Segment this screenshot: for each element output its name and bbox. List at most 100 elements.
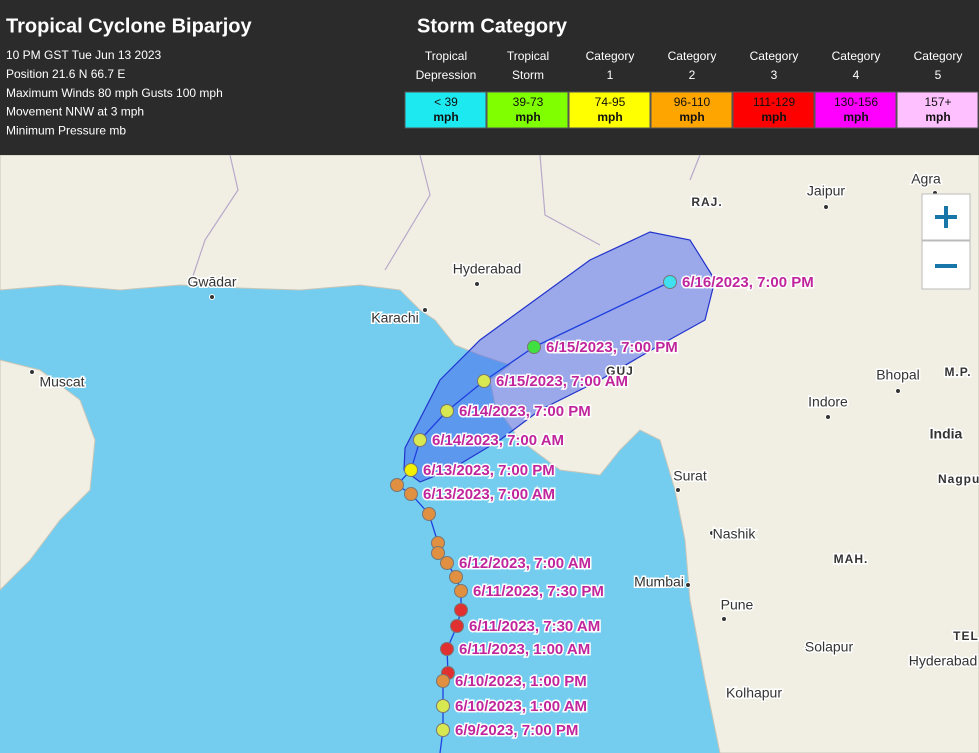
city-dot <box>29 369 35 375</box>
city-dot <box>825 414 831 420</box>
track-label: 6/15/2023, 7:00 AM <box>496 373 628 390</box>
track-label: 6/9/2023, 7:00 PM <box>455 722 578 739</box>
land <box>0 359 96 591</box>
category-name: Category <box>750 49 799 63</box>
track-point <box>422 507 436 521</box>
border <box>189 154 701 286</box>
zoom-out-button[interactable] <box>921 240 971 290</box>
track-point <box>454 603 468 617</box>
place-label: MAH. <box>834 552 869 566</box>
category-name: Tropical <box>425 49 467 63</box>
city-dot <box>422 307 428 313</box>
place-label: India <box>930 426 963 442</box>
place-label: Gwādar <box>187 274 236 290</box>
city-dot <box>685 582 691 588</box>
category-unit: mph <box>597 110 622 124</box>
place-label: Kolhapur <box>726 685 782 701</box>
place-label: Bhopal <box>876 367 920 383</box>
track-point <box>431 546 445 560</box>
track-label: 6/14/2023, 7:00 AM <box>432 432 564 449</box>
category-swatch <box>650 91 733 129</box>
category-range: 39-73 <box>513 95 544 109</box>
place-label: Solapur <box>805 639 854 655</box>
track-point <box>440 556 454 570</box>
category-unit: mph <box>433 110 458 124</box>
track-label: 6/13/2023, 7:00 AM <box>423 486 555 503</box>
track-point <box>404 487 418 501</box>
place-label: Karachi <box>371 310 418 326</box>
track-point <box>449 570 463 584</box>
place-label: Nashik <box>713 526 757 542</box>
track-label: 6/13/2023, 7:00 PM <box>423 462 555 479</box>
track-point <box>436 674 450 688</box>
city-dot <box>675 487 681 493</box>
category-name: Tropical <box>507 49 549 63</box>
city-dot <box>912 659 918 665</box>
category-name: Category <box>832 49 881 63</box>
place-label: Mumbai <box>634 574 684 590</box>
city-dot <box>804 645 810 651</box>
category-name: 4 <box>853 68 860 82</box>
track-label: 6/11/2023, 7:30 PM <box>473 583 604 600</box>
track-label: 6/14/2023, 7:00 PM <box>459 403 591 420</box>
place-label: Nagpur <box>938 472 979 486</box>
track-point <box>477 374 491 388</box>
category-unit: mph <box>679 110 704 124</box>
track-point <box>440 642 454 656</box>
category-range: 157+ <box>924 95 951 109</box>
category-unit: mph <box>843 110 868 124</box>
category-unit: mph <box>925 110 950 124</box>
city-dot <box>709 530 715 536</box>
place-label: Pune <box>721 597 754 613</box>
city-dot <box>727 691 733 697</box>
place-label: GUJ <box>606 364 634 378</box>
category-name: 2 <box>689 68 696 82</box>
category-name: Category <box>586 49 635 63</box>
category-range: 74-95 <box>595 95 626 109</box>
header-bar <box>0 0 979 155</box>
category-swatch <box>732 91 815 129</box>
track-point <box>404 463 418 477</box>
plus-icon[interactable] <box>935 206 957 228</box>
category-range: 130-156 <box>834 95 878 109</box>
city-dot <box>823 204 829 210</box>
category-unit: mph <box>761 110 786 124</box>
track-label: 6/12/2023, 7:00 AM <box>459 555 591 572</box>
track-label: 6/11/2023, 1:00 AM <box>459 641 590 658</box>
place-label: RAJ. <box>691 195 722 209</box>
forecast-cone <box>403 231 716 483</box>
place-label: Muscat <box>39 374 84 390</box>
track-point <box>390 478 404 492</box>
track-label: 6/15/2023, 7:00 PM <box>546 339 678 356</box>
category-range: 111-129 <box>753 95 796 109</box>
track-point <box>527 340 541 354</box>
category-unit: mph <box>515 110 540 124</box>
place-label: Surat <box>673 468 707 484</box>
track-point <box>436 723 450 737</box>
track-label: 6/16/2023, 7:00 PM <box>682 274 814 291</box>
track-point <box>440 404 454 418</box>
place-label: Indore <box>808 394 848 410</box>
track-point <box>450 619 464 633</box>
place-label: M.P. <box>944 365 971 379</box>
storm-title: Tropical Cyclone Biparjoy <box>6 15 253 37</box>
track-label: 6/10/2023, 1:00 AM <box>455 698 587 715</box>
category-range: 96-110 <box>674 95 711 109</box>
legend-title: Storm Category <box>417 15 568 37</box>
place-label: Jaipur <box>807 183 845 199</box>
info-line: Position 21.6 N 66.7 E <box>6 67 125 81</box>
category-swatch <box>404 91 487 129</box>
track-points: 6/16/2023, 7:00 PM 6/15/2023, 7:00 PM 6/15… <box>390 272 815 740</box>
place-label: Agra <box>911 171 941 187</box>
city-dot <box>209 294 215 300</box>
category-name: Storm <box>512 68 544 82</box>
track-label: 6/11/2023, 7:30 AM <box>469 618 600 635</box>
info-line: Maximum Winds 80 mph Gusts 100 mph <box>6 86 223 100</box>
category-name: 3 <box>771 68 778 82</box>
storm-info: 10 PM GST Tue Jun 13 2023 Position 21.6 N… <box>6 48 223 137</box>
zoom-in-button[interactable] <box>921 193 971 241</box>
category-swatch <box>814 91 897 129</box>
track-label: 6/10/2023, 1:00 PM <box>455 673 587 690</box>
place-label: TEL <box>953 629 979 643</box>
